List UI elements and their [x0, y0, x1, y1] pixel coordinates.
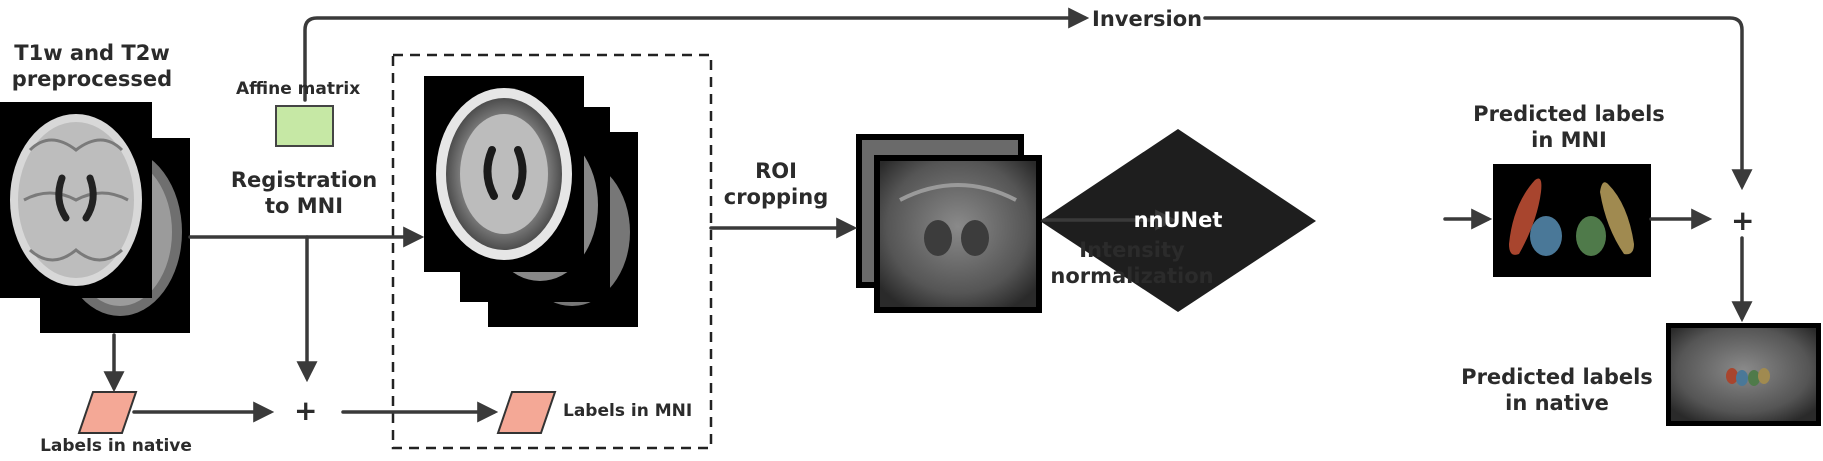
registration-label: Registration to MNI	[224, 167, 384, 220]
mni-template-stack	[424, 76, 638, 327]
arrows	[103, 7, 1753, 423]
intensity-line2: normalization	[1050, 264, 1214, 289]
roi-line2: cropping	[723, 185, 829, 210]
affine-matrix-icon	[275, 105, 334, 147]
plus-sign-native: +	[294, 394, 318, 427]
roi-stack	[856, 134, 1042, 313]
input-title-line2: preprocessed	[11, 67, 173, 92]
affine-matrix-label: Affine matrix	[236, 79, 361, 99]
intensity-line1: Intensity	[1079, 238, 1185, 262]
predicted-labels-native	[1666, 323, 1821, 426]
inversion-label: Inversion	[1092, 7, 1203, 31]
input-title: T1w and T2w preprocessed	[8, 40, 176, 93]
labels-mni-caption: Labels in MNI	[563, 401, 693, 421]
input-brain-stack	[0, 102, 190, 333]
registration-line1: Registration	[230, 168, 378, 192]
pred-mni-label: Predicted labels in MNI	[1460, 101, 1678, 154]
pred-native-line1: Predicted labels	[1461, 365, 1653, 389]
mni-space-dashed-box	[391, 53, 713, 450]
pred-native-label: Predicted labels in native	[1448, 364, 1666, 417]
pred-native-line2: in native	[1505, 391, 1609, 416]
intensity-label: Intensity normalization	[1046, 237, 1218, 290]
pred-mni-line1: Predicted labels	[1473, 102, 1665, 126]
input-title-line1: T1w and T2w	[14, 41, 170, 65]
label-parallelogram-icon	[77, 391, 138, 434]
registration-line2: to MNI	[264, 194, 344, 219]
roi-label: ROI cropping	[714, 158, 838, 211]
model-label: nnUNet	[1133, 208, 1223, 232]
nnunet-diamond	[1040, 129, 1316, 312]
labels-native-caption: Labels in native	[40, 436, 192, 456]
roi-line1: ROI	[755, 159, 797, 183]
predicted-labels-mni	[1493, 164, 1651, 277]
pred-mni-line2: in MNI	[1531, 128, 1607, 153]
label-parallelogram-icon	[496, 391, 557, 434]
plus-sign-mni: +	[1731, 204, 1755, 237]
